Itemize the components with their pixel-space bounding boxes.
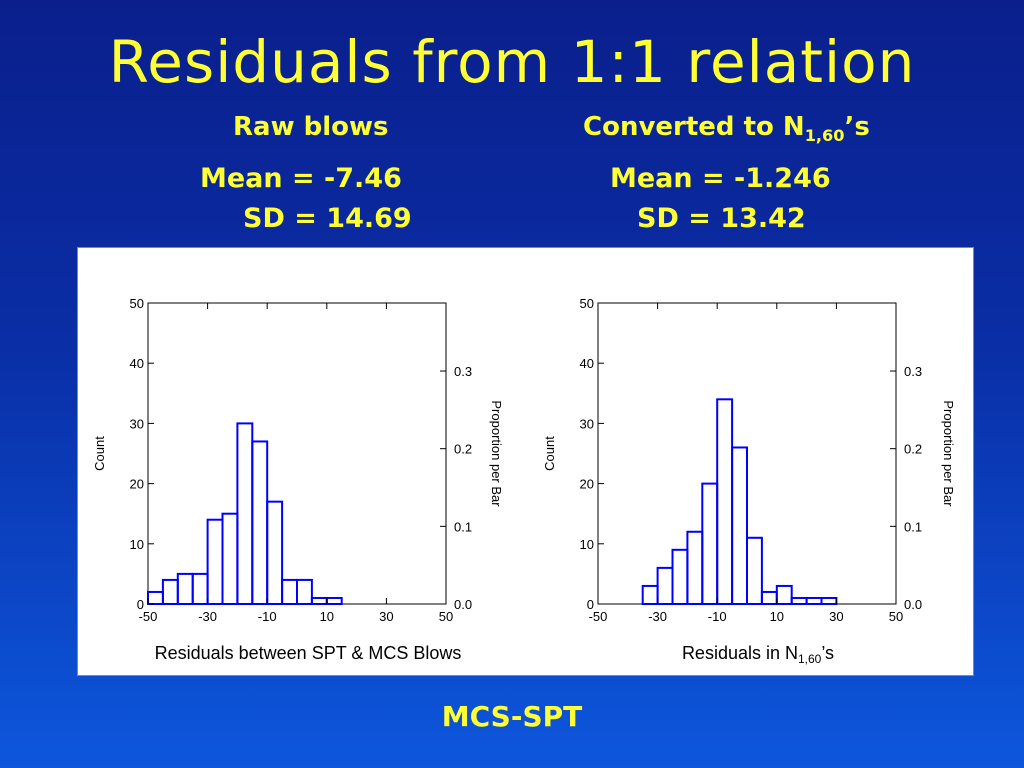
left-header: Raw blows [233,112,389,142]
chart2-right-tick-label: 0.3 [904,364,922,379]
chart1-bar [266,500,284,605]
chart1-bar [221,512,239,606]
chart2-bar [641,584,659,606]
histogram-panel: 0 10 20 30 40 50 -50 -30 -10 10 30 50 0.0 0.1 0.2 0.3 Co… [77,247,974,676]
chart2-x-tick-label: 50 [889,609,903,624]
chart2-y-tick-label: 40 [580,356,594,371]
chart1-x-tick-label: -50 [139,609,158,624]
chart2-x-tick-label: 30 [829,609,843,624]
chart1-bar [296,578,313,606]
chart1-right-tick-label: 0.0 [454,597,472,612]
chart2-bar [746,536,763,605]
chart2-bar [775,584,793,606]
chart2-y-tick-label: 30 [580,416,594,431]
chart1-x-tick-label: -10 [258,609,277,624]
chart1-right-tick-label: 0.1 [454,519,472,534]
chart2-bar [686,530,704,606]
chart1-y-tick-label: 50 [130,296,144,311]
chart2-y-tick-label: 50 [580,296,594,311]
chart2-bar [731,446,748,605]
right-header-main: Converted to N [583,112,805,142]
chart1-y-tick-label: 0 [137,597,144,612]
chart2-x-axis-title-main: Residuals in N [682,643,798,663]
chart1-bar [236,422,254,605]
chart1-x-axis-title: Residuals between SPT & MCS Blows [155,643,462,663]
chart1-right-tick-label: 0.3 [454,364,472,379]
chart1-bar [191,572,209,605]
chart1-bar [161,578,179,606]
chart2-x-tick-label: -10 [708,609,727,624]
chart2-right-tick-label: 0.2 [904,442,922,457]
footer-label: MCS-SPT [441,700,583,733]
chart2-bar [805,596,823,606]
slide-title: Residuals from 1:1 relation [108,28,916,96]
chart2-bar [820,596,838,606]
chart1-x-tick-label: 10 [320,609,334,624]
chart2-y-axis-title: Count [542,436,557,471]
chart2-x-axis-title: Residuals in N1,60’s [682,643,834,666]
left-sd: SD = 14.69 [243,203,412,234]
chart1-y-tick-label: 10 [130,537,144,552]
left-mean: Mean = -7.46 [200,163,402,194]
chart1-y-tick-label: 30 [130,416,144,431]
chart1-bar [176,572,194,605]
chart1-bar [310,596,328,606]
chart2-x-tick-label: 10 [770,609,784,624]
chart1-bar [251,440,269,605]
chart2-bar [656,566,674,606]
chart1-bar [147,590,164,605]
right-header: Converted to N1,60’s [583,112,870,145]
chart1-x-tick-label: 50 [439,609,453,624]
chart1-y-tick-label: 20 [130,477,144,492]
right-header-sub: 1,60 [804,126,845,146]
chart2-bar [671,548,689,606]
chart1-x-tick-label: -30 [198,609,217,624]
chart2-right-axis-title: Proportion per Bar [941,400,956,507]
chart2-y-tick-label: 0 [587,597,594,612]
chart2-bar [790,596,808,606]
chart1-right-axis-title: Proportion per Bar [489,400,504,507]
chart1-x-tick-label: 30 [379,609,393,624]
chart1-bar [325,596,343,606]
chart2-right-tick-label: 0.1 [904,519,922,534]
chart2-x-tick-label: -50 [589,609,608,624]
chart2-x-tick-label: -30 [648,609,667,624]
chart2-y-tick-label: 20 [580,477,594,492]
chart2-bar [716,398,734,605]
chart2-bar [760,590,778,605]
chart2-bar [701,482,719,606]
chart1-bar [281,578,299,606]
chart1-right-tick-label: 0.2 [454,442,472,457]
right-sd: SD = 13.42 [637,203,806,234]
right-mean: Mean = -1.246 [610,163,831,194]
right-header-tail: ’s [844,112,870,142]
chart2-right-tick-label: 0.0 [904,597,922,612]
chart2-x-axis-title-sub: 1,60 [798,652,822,666]
chart1-y-tick-label: 40 [130,356,144,371]
chart2-x-axis-title-tail: ’s [821,643,834,663]
chart2-y-tick-label: 10 [580,537,594,552]
chart1-plot-frame [147,302,447,605]
chart1-y-axis-title: Count [92,436,107,471]
chart1-bar [206,518,224,605]
